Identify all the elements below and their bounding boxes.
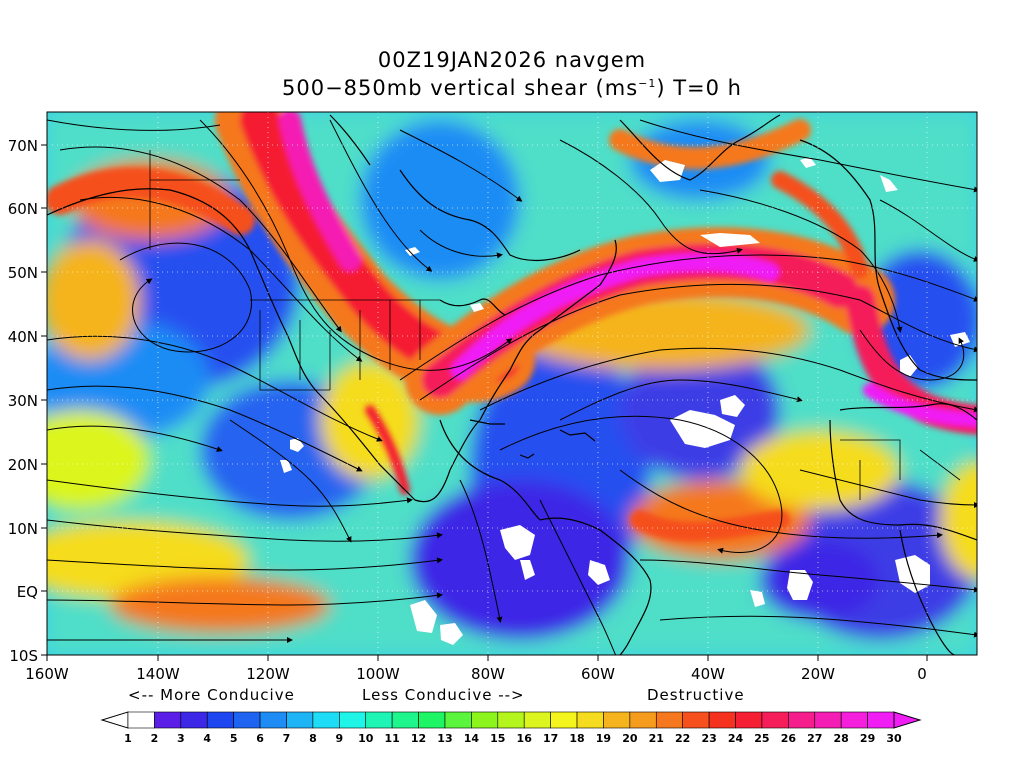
legend-tick-label: 19 bbox=[596, 732, 611, 745]
lat-label: 40N bbox=[8, 328, 38, 346]
legend-swatch bbox=[418, 711, 446, 729]
shear-field bbox=[47, 112, 977, 655]
legend-tick-label: 9 bbox=[335, 732, 343, 745]
legend-swatch bbox=[471, 711, 499, 729]
legend-tick-label: 5 bbox=[230, 732, 238, 745]
lat-label: 30N bbox=[8, 392, 38, 410]
lat-label: 10N bbox=[8, 520, 38, 538]
legend-swatch bbox=[339, 711, 367, 729]
legend-swatch bbox=[444, 711, 472, 729]
lat-label: 70N bbox=[8, 137, 38, 155]
legend-swatch bbox=[576, 711, 604, 729]
less-conducive-label: Less Conducive --> bbox=[362, 686, 525, 704]
legend-tick-label: 27 bbox=[807, 732, 822, 745]
legend-swatch bbox=[761, 711, 789, 729]
legend-tick-label: 26 bbox=[781, 732, 797, 745]
legend-tick-label: 18 bbox=[569, 732, 584, 745]
legend-tick-label: 11 bbox=[384, 732, 399, 745]
legend-right-arrow bbox=[893, 711, 922, 729]
lat-label: 20N bbox=[8, 456, 38, 474]
legend-tick-label: 10 bbox=[358, 732, 374, 745]
lon-label: 120W bbox=[246, 665, 290, 683]
legend-tick-label: 2 bbox=[151, 732, 159, 745]
legend-tick-label: 7 bbox=[283, 732, 291, 745]
destructive-label: Destructive bbox=[647, 686, 745, 704]
legend-tick-label: 14 bbox=[464, 732, 480, 745]
legend-swatch bbox=[365, 711, 393, 729]
legend-tick-label: 12 bbox=[411, 732, 426, 745]
legend-tick-label: 24 bbox=[728, 732, 744, 745]
legend-tick-label: 8 bbox=[309, 732, 317, 745]
lat-label: EQ bbox=[17, 583, 38, 601]
legend-tick-label: 16 bbox=[517, 732, 533, 745]
legend-swatch bbox=[497, 711, 525, 729]
graticule bbox=[47, 112, 977, 655]
legend-swatch bbox=[682, 711, 710, 729]
legend-swatch bbox=[788, 711, 816, 729]
legend-tick-label: 3 bbox=[177, 732, 185, 745]
legend-tick-label: 30 bbox=[886, 732, 902, 745]
lon-label: 60W bbox=[581, 665, 615, 683]
more-conducive-label: <-- More Conducive bbox=[128, 686, 295, 704]
political-borders bbox=[149, 150, 961, 500]
streamlines bbox=[47, 119, 977, 655]
legend-swatch bbox=[312, 711, 340, 729]
legend-swatch bbox=[603, 711, 631, 729]
lat-label: 60N bbox=[8, 200, 38, 218]
legend-swatch bbox=[523, 711, 551, 729]
legend-swatch bbox=[629, 711, 657, 729]
plot-frame bbox=[46, 111, 978, 656]
legend-swatch bbox=[867, 711, 895, 729]
legend-swatch bbox=[180, 711, 208, 729]
legend-tick-label: 6 bbox=[256, 732, 264, 745]
legend-swatch bbox=[708, 711, 736, 729]
lon-label: 20W bbox=[801, 665, 835, 683]
legend-swatch bbox=[655, 711, 683, 729]
legend-swatch bbox=[127, 711, 155, 729]
legend-swatch bbox=[840, 711, 868, 729]
legend-tick-label: 25 bbox=[754, 732, 769, 745]
lon-label: 160W bbox=[25, 665, 69, 683]
legend-tick-label: 21 bbox=[649, 732, 664, 745]
legend-swatch bbox=[259, 711, 287, 729]
legend-swatch bbox=[814, 711, 842, 729]
map-title: 00Z19JAN2026 navgem bbox=[377, 48, 647, 72]
legend-tick-label: 28 bbox=[834, 732, 849, 745]
legend-swatch bbox=[233, 711, 261, 729]
legend-swatch bbox=[154, 711, 182, 729]
map-subtitle: 500−850mb vertical shear (ms−1) T=0 h bbox=[282, 76, 742, 100]
lon-label: 100W bbox=[356, 665, 400, 683]
lon-label: 0 bbox=[917, 665, 927, 683]
legend-tick-label: 29 bbox=[860, 732, 875, 745]
legend-swatch bbox=[206, 711, 234, 729]
legend-tick-label: 23 bbox=[701, 732, 716, 745]
legend-tick-label: 1 bbox=[124, 732, 132, 745]
legend-tick-label: 15 bbox=[490, 732, 505, 745]
legend-tick-label: 13 bbox=[437, 732, 452, 745]
lat-label: 10S bbox=[9, 647, 38, 665]
lon-label: 40W bbox=[691, 665, 725, 683]
legend-tick-label: 20 bbox=[622, 732, 638, 745]
lon-label: 140W bbox=[136, 665, 180, 683]
legend-left-arrow bbox=[100, 711, 129, 729]
legend-tick-label: 22 bbox=[675, 732, 690, 745]
lon-label: 80W bbox=[471, 665, 505, 683]
legend-swatch bbox=[735, 711, 763, 729]
lat-label: 50N bbox=[8, 264, 38, 282]
legend-tick-label: 4 bbox=[203, 732, 211, 745]
legend-swatch bbox=[391, 711, 419, 729]
legend-swatch bbox=[286, 711, 314, 729]
legend-swatch bbox=[550, 711, 578, 729]
legend-tick-label: 17 bbox=[543, 732, 558, 745]
